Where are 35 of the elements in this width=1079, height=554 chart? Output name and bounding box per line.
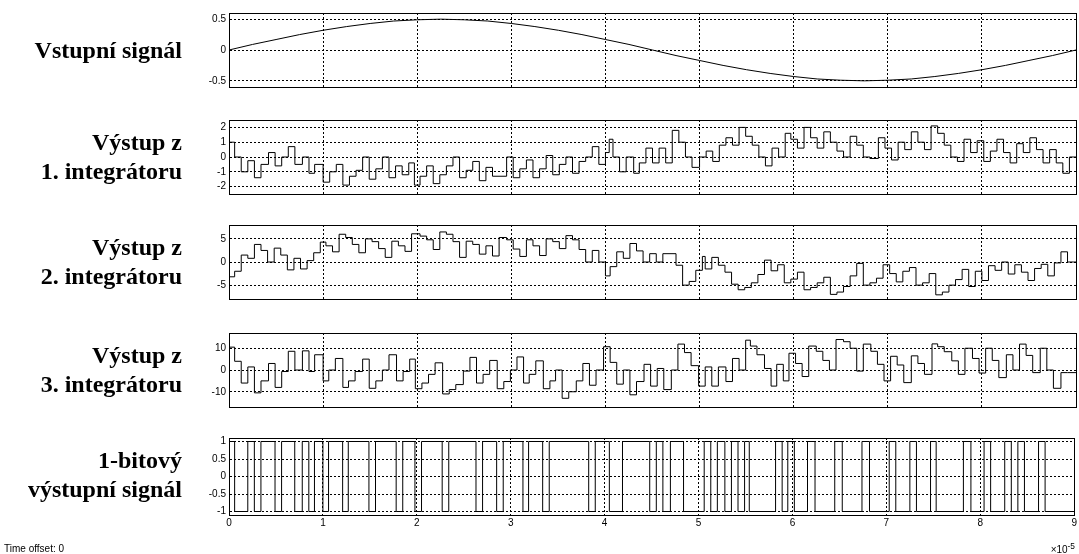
x-axis-title: ×10$^{-5}$ <box>1050 541 1075 554</box>
y-tick-label: 0 <box>220 43 227 55</box>
y-axis-title: Výstup z 2. integrátoru <box>39 233 182 291</box>
y-tick-label: 0 <box>220 255 227 267</box>
y-tick-label: 10 <box>214 341 227 353</box>
x-tick-label: 6 <box>789 516 796 528</box>
y-tick-label: 0 <box>220 363 227 375</box>
y-tick-label: -0.5 <box>208 487 227 499</box>
y-tick-label: 1 <box>220 435 227 447</box>
y-tick-label: 0.5 <box>212 12 227 24</box>
y-tick-label: -5 <box>217 278 227 290</box>
y-tick-label: 0 <box>220 150 227 162</box>
y-tick-label: 2 <box>220 121 227 133</box>
x-tick-label: 9 <box>1071 516 1078 528</box>
x-tick-label: 1 <box>320 516 327 528</box>
x-tick-label: 2 <box>414 516 421 528</box>
x-tick-label: 4 <box>601 516 608 528</box>
y-tick-label: 5 <box>220 232 227 244</box>
y-axis-title: Výstup z 3. integrátoru <box>39 341 182 399</box>
y-axis-title: Vstupní signál <box>33 35 182 65</box>
y-tick-label: -1 <box>217 165 227 177</box>
y-tick-label: 1 <box>220 135 227 147</box>
text: Time offset: 0 <box>4 543 65 554</box>
y-tick-label: -0.5 <box>208 74 227 86</box>
y-tick-label: 0 <box>220 470 227 482</box>
y-tick-label: -1 <box>217 505 227 517</box>
y-tick-label: 0.5 <box>212 452 227 464</box>
x-tick-label: 5 <box>695 516 702 528</box>
y-tick-label: -10 <box>211 385 227 397</box>
x-tick-label: 3 <box>507 516 514 528</box>
y-axis-title: Výstup z 1. integrátoru <box>39 128 182 186</box>
y-axis-title: 1-bitový výstupní signál <box>26 446 182 504</box>
x-tick-label: 8 <box>977 516 984 528</box>
y-tick-label: -2 <box>217 180 227 192</box>
x-tick-label: 7 <box>883 516 890 528</box>
